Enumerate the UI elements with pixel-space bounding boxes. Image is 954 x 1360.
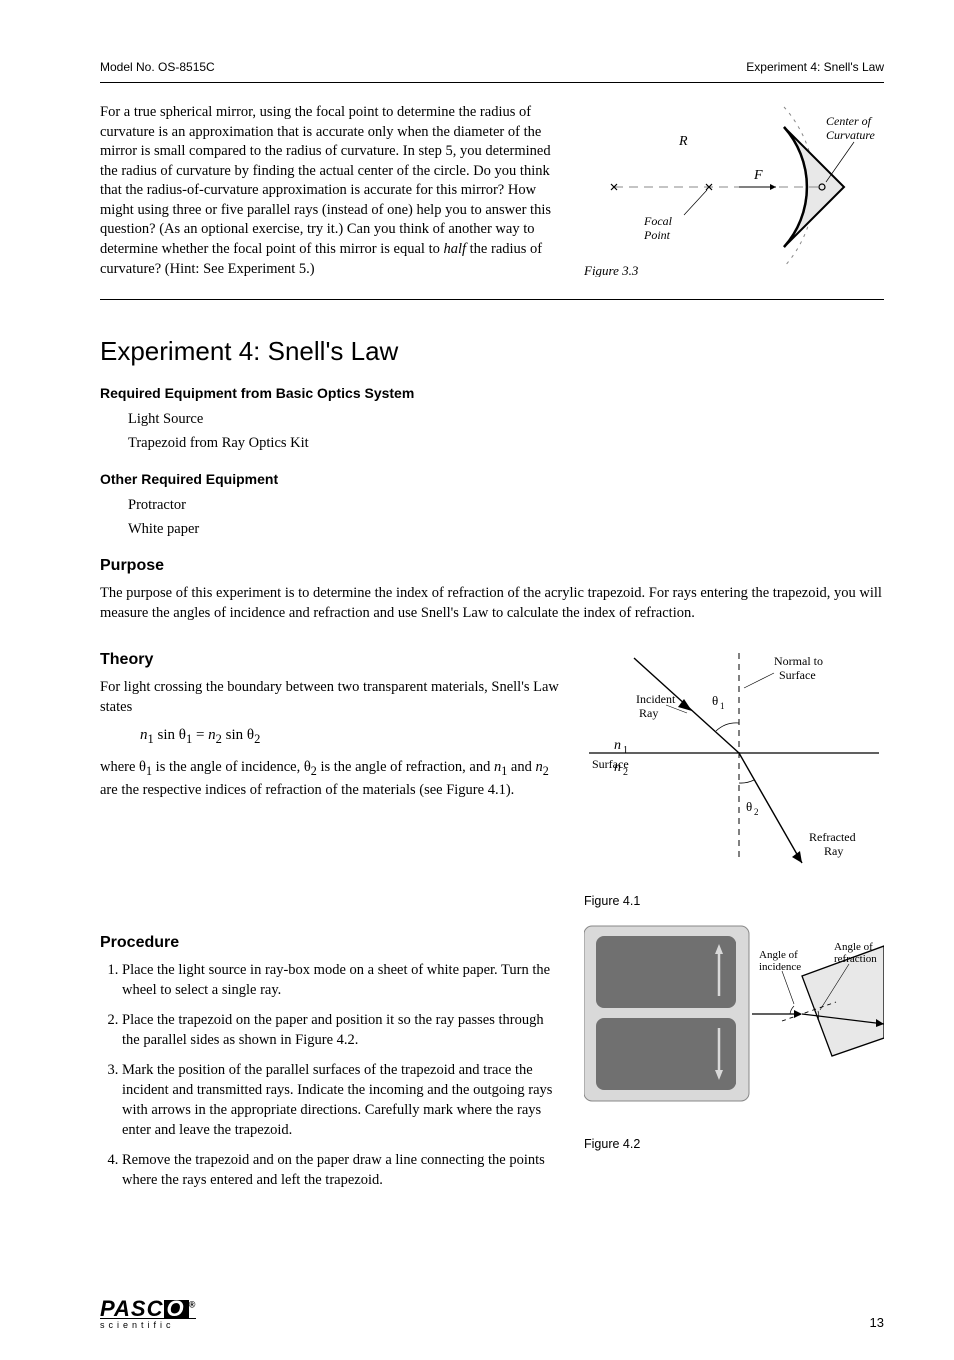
logo-o: O (164, 1300, 189, 1318)
theory-after: where θ1 is the angle of incidence, θ2 i… (100, 757, 564, 800)
svg-text:2: 2 (754, 807, 759, 817)
svg-text:refraction: refraction (834, 953, 877, 965)
svg-text:Angle of: Angle of (759, 949, 798, 961)
svg-text:1: 1 (623, 745, 628, 756)
svg-text:Angle of: Angle of (834, 941, 873, 953)
svg-text:Focal: Focal (643, 214, 673, 228)
ta-k: are the respective indices of refraction… (100, 782, 514, 798)
procedure-label: Procedure (100, 934, 564, 952)
svg-text:2: 2 (623, 767, 628, 778)
figure-3-3-svg: F R Focal Point Center of Curvature Figu… (584, 97, 884, 277)
theory-text: For light crossing the boundary between … (100, 677, 564, 717)
required-equip-label: Required Equipment from Basic Optics Sys… (100, 385, 884, 401)
para-b: half (443, 241, 466, 257)
para-a: For a true spherical mirror, using the f… (100, 104, 551, 257)
page: Model No. OS-8515C Experiment 4: Snell's… (0, 0, 954, 1360)
svg-text:Refracted: Refracted (809, 830, 856, 844)
pasco-logo-main: PASCO® (100, 1300, 196, 1318)
ta-h: and (507, 759, 535, 775)
svg-text:R: R (678, 134, 688, 149)
figure-4-1: Surface θ1 θ2 Incident Ray Normal to (584, 633, 884, 908)
figure-4-2: Angle of incidence Angle of refraction F… (584, 916, 884, 1200)
svg-text:Center of: Center of (826, 114, 873, 128)
other-item-0: Protractor (128, 495, 884, 515)
mirror-paragraph: For a true spherical mirror, using the f… (100, 97, 564, 281)
svg-text:θ: θ (746, 799, 752, 814)
procedure-row: Procedure Place the light source in ray-… (100, 916, 884, 1200)
experiment-title: Experiment 4: Snell's Law (100, 336, 884, 367)
mid-rule (100, 299, 884, 300)
other-equip-label: Other Required Equipment (100, 471, 884, 487)
procedure-step-2: Place the trapezoid on the paper and pos… (122, 1010, 564, 1050)
req-item-1: Trapezoid from Ray Optics Kit (128, 433, 884, 453)
header-rule (100, 82, 884, 83)
procedure-step-1: Place the light source in ray-box mode o… (122, 960, 564, 1000)
section-mirror: For a true spherical mirror, using the f… (100, 97, 884, 281)
theory-left: Theory For light crossing the boundary b… (100, 633, 564, 908)
ta-j: 2 (543, 764, 549, 778)
page-footer: PASCO® scientific 13 (100, 1300, 884, 1330)
fig42-caption: Figure 4.2 (584, 1137, 884, 1151)
page-header: Model No. OS-8515C Experiment 4: Snell's… (100, 60, 884, 74)
svg-text:Point: Point (643, 228, 671, 242)
svg-text:Figure 3.3: Figure 3.3 (584, 263, 639, 277)
theory-label: Theory (100, 651, 564, 669)
purpose-text: The purpose of this experiment is to det… (100, 583, 884, 623)
procedure-step-4: Remove the trapezoid and on the paper dr… (122, 1150, 564, 1190)
header-left: Model No. OS-8515C (100, 60, 215, 74)
svg-text:1: 1 (720, 701, 725, 711)
header-right: Experiment 4: Snell's Law (746, 60, 884, 74)
purpose-label: Purpose (100, 557, 884, 575)
logo-reg: ® (189, 1300, 197, 1310)
ta-e: is the angle of refraction, and (317, 759, 494, 775)
page-number: 13 (870, 1315, 884, 1330)
svg-text:Ray: Ray (824, 844, 843, 858)
procedure-list: Place the light source in ray-box mode o… (100, 960, 564, 1190)
svg-text:Curvature: Curvature (826, 128, 876, 142)
req-item-0: Light Source (128, 409, 884, 429)
fig41-caption: Figure 4.1 (584, 894, 884, 908)
figure-4-1-svg: Surface θ1 θ2 Incident Ray Normal to (584, 633, 884, 883)
svg-text:n: n (614, 738, 621, 753)
logo-text: PASC (100, 1296, 164, 1321)
svg-text:Ray: Ray (639, 706, 658, 720)
ta-a: where θ (100, 759, 146, 775)
svg-text:θ: θ (712, 693, 718, 708)
svg-text:Surface: Surface (779, 668, 816, 682)
ta-c: is the angle of incidence, θ (152, 759, 311, 775)
svg-text:Normal to: Normal to (774, 654, 823, 668)
procedure-step-3: Mark the position of the parallel surfac… (122, 1060, 564, 1140)
svg-text:Incident: Incident (636, 692, 676, 706)
pasco-sub: scientific (100, 1318, 196, 1330)
svg-text:incidence: incidence (759, 961, 801, 973)
other-item-1: White paper (128, 519, 884, 539)
figure-3-3: F R Focal Point Center of Curvature Figu… (584, 97, 884, 281)
theory-row: Theory For light crossing the boundary b… (100, 633, 884, 908)
svg-text:n: n (614, 760, 621, 775)
snell-equation: n1 sin θ1 = n2 sin θ2 (100, 727, 564, 747)
figure-4-2-svg: Angle of incidence Angle of refraction (584, 916, 884, 1126)
pasco-logo: PASCO® scientific (100, 1300, 196, 1330)
svg-text:F: F (753, 168, 763, 183)
procedure-left: Procedure Place the light source in ray-… (100, 916, 564, 1200)
ta-i: n (535, 759, 542, 775)
